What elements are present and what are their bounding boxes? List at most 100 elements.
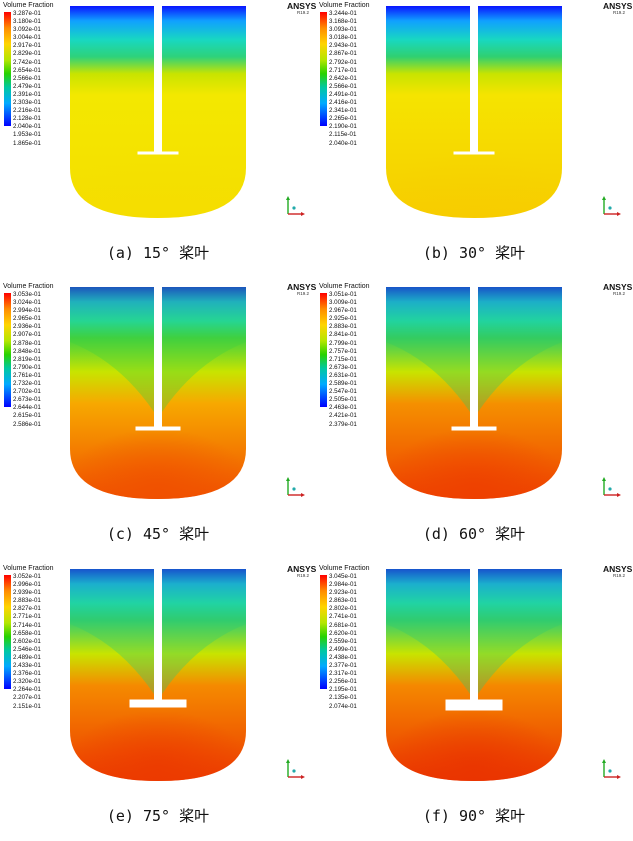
colorbar-tick-label: 2.714e-01 — [13, 621, 41, 629]
ansys-version: R19.2 — [613, 10, 626, 15]
colorbar-tick-label: 2.771e-01 — [13, 613, 41, 621]
colorbar-tick-label: 3.045e-01 — [329, 573, 357, 580]
panel-caption: (d) 60° 桨叶 — [422, 525, 526, 543]
panel-caption: (a) 15° 桨叶 — [106, 244, 210, 262]
impeller-shaft — [470, 6, 478, 152]
impeller-shaft — [470, 287, 478, 427]
colorbar-tick-label: 1.865e-01 — [13, 139, 41, 147]
colorbar-tick-label: 2.438e-01 — [329, 653, 357, 661]
legend-title: Volume Fraction — [319, 565, 370, 572]
contour-panel: Volume Fraction 3.045e-01 2.984e-01 2.923e-… — [316, 564, 633, 841]
colorbar-tick-label: 2.829e-01 — [13, 50, 41, 58]
colorbar — [320, 575, 327, 689]
colorbar-tick-label: 2.463e-01 — [329, 404, 357, 412]
colorbar-tick-label: 2.040e-01 — [13, 123, 41, 131]
ansys-version: R19.2 — [297, 573, 310, 578]
colorbar-tick-label: 2.115e-01 — [329, 131, 357, 139]
colorbar — [320, 293, 327, 407]
colorbar-ticks: 3.052e-01 2.996e-01 2.939e-01 2.883e-01 2.82… — [13, 573, 53, 711]
colorbar-tick-label: 2.040e-01 — [329, 139, 357, 147]
colorbar — [320, 12, 327, 126]
impeller-blade — [453, 151, 495, 155]
colorbar-tick-label: 2.216e-01 — [13, 107, 41, 115]
colorbar-tick-label: 2.715e-01 — [329, 355, 357, 363]
colorbar-tick-label: 2.917e-01 — [13, 42, 41, 50]
legend-title: Volume Fraction — [319, 2, 370, 9]
colorbar-tick-label: 2.965e-01 — [13, 315, 41, 323]
colorbar-tick-label: 2.074e-01 — [329, 702, 357, 710]
colorbar-tick-label: 3.004e-01 — [13, 34, 41, 42]
colorbar-tick-label: 2.190e-01 — [329, 123, 357, 131]
axis-triad-icon — [286, 759, 305, 779]
colorbar-tick-label: 2.644e-01 — [13, 404, 41, 412]
colorbar-tick-label: 2.547e-01 — [329, 388, 357, 396]
colorbar-tick-label: 2.757e-01 — [329, 347, 357, 355]
colorbar-tick-label: 2.265e-01 — [329, 115, 357, 123]
panel-caption: (b) 30° 桨叶 — [422, 244, 526, 262]
ansys-logo: ANSYS — [603, 282, 633, 292]
colorbar-tick-label: 2.984e-01 — [329, 581, 357, 589]
colorbar-tick-label: 2.135e-01 — [329, 694, 357, 702]
colorbar-tick-label: 2.499e-01 — [329, 645, 357, 653]
legend-title: Volume Fraction — [319, 283, 370, 290]
axis-triad-icon — [602, 196, 621, 216]
colorbar-tick-label: 2.819e-01 — [13, 355, 41, 363]
colorbar-tick-label: 1.953e-01 — [13, 131, 41, 139]
colorbar-tick-label: 2.479e-01 — [13, 82, 41, 90]
impeller-blade — [445, 699, 503, 711]
ansys-logo: ANSYS — [287, 1, 317, 11]
colorbar-tick-label: 2.303e-01 — [13, 99, 41, 107]
colorbar-tick-label: 3.287e-01 — [13, 10, 41, 17]
impeller-shaft — [154, 6, 162, 152]
impeller-blade — [137, 151, 179, 155]
colorbar-tick-label: 2.702e-01 — [13, 388, 41, 396]
colorbar-tick-label: 2.195e-01 — [329, 686, 357, 694]
colorbar-tick-label: 2.566e-01 — [13, 74, 41, 82]
colorbar-tick-label: 2.421e-01 — [329, 412, 357, 420]
colorbar-tick-label: 2.673e-01 — [13, 396, 41, 404]
colorbar-tick-label: 2.717e-01 — [329, 66, 357, 74]
colorbar-tick-label: 3.009e-01 — [329, 299, 357, 307]
axis-triad-icon — [286, 477, 305, 497]
colorbar-tick-label: 2.939e-01 — [13, 589, 41, 597]
colorbar — [4, 12, 11, 126]
colorbar-tick-label: 2.658e-01 — [13, 629, 41, 637]
colorbar-tick-label: 2.317e-01 — [329, 670, 357, 678]
ansys-logo: ANSYS — [603, 564, 633, 574]
panel-caption: (c) 45° 桨叶 — [106, 525, 210, 543]
colorbar-tick-label: 2.377e-01 — [329, 662, 357, 670]
colorbar-tick-label: 3.024e-01 — [13, 299, 41, 307]
colorbar-tick-label: 2.207e-01 — [13, 694, 41, 702]
colorbar-tick-label: 3.168e-01 — [329, 18, 357, 26]
colorbar-tick-label: 2.391e-01 — [13, 90, 41, 98]
ansys-version: R19.2 — [613, 573, 626, 578]
contour-panel: Volume Fraction 3.244e-01 3.168e-01 3.093e-… — [316, 1, 632, 278]
colorbar-tick-label: 2.741e-01 — [329, 613, 357, 621]
colorbar-ticks: 3.244e-01 3.168e-01 3.093e-01 3.018e-01 2.94… — [329, 10, 369, 148]
colorbar-tick-label: 2.994e-01 — [13, 307, 41, 315]
tank-contour — [70, 287, 246, 499]
colorbar-ticks: 3.051e-01 3.009e-01 2.967e-01 2.925e-01 2.88… — [329, 291, 369, 429]
colorbar-tick-label: 2.792e-01 — [329, 58, 357, 66]
legend-title: Volume Fraction — [3, 283, 54, 290]
colorbar-tick-label: 2.673e-01 — [329, 363, 357, 371]
colorbar-tick-label: 2.967e-01 — [329, 307, 357, 315]
impeller-shaft — [470, 569, 478, 700]
colorbar-tick-label: 2.379e-01 — [329, 420, 357, 428]
colorbar-tick-label: 2.615e-01 — [13, 412, 41, 420]
colorbar-tick-label: 2.802e-01 — [329, 605, 357, 613]
colorbar-tick-label: 2.827e-01 — [13, 605, 41, 613]
colorbar-tick-label: 2.320e-01 — [13, 678, 41, 686]
colorbar-ticks: 3.287e-01 3.180e-01 3.092e-01 3.004e-01 2.91… — [13, 10, 53, 148]
impeller-blade — [129, 699, 187, 708]
colorbar-tick-label: 2.256e-01 — [329, 678, 357, 686]
colorbar-tick-label: 2.505e-01 — [329, 396, 357, 404]
panel-caption: (f) 90° 桨叶 — [422, 807, 526, 825]
colorbar-tick-label: 2.790e-01 — [13, 363, 41, 371]
colorbar-tick-label: 2.654e-01 — [13, 66, 41, 74]
colorbar-ticks: 3.053e-01 3.024e-01 2.994e-01 2.965e-01 2.93… — [13, 291, 53, 429]
colorbar-tick-label: 2.841e-01 — [329, 331, 357, 339]
axis-triad-icon — [286, 196, 305, 216]
colorbar-tick-label: 3.053e-01 — [13, 291, 41, 298]
colorbar-tick-label: 2.433e-01 — [13, 662, 41, 670]
